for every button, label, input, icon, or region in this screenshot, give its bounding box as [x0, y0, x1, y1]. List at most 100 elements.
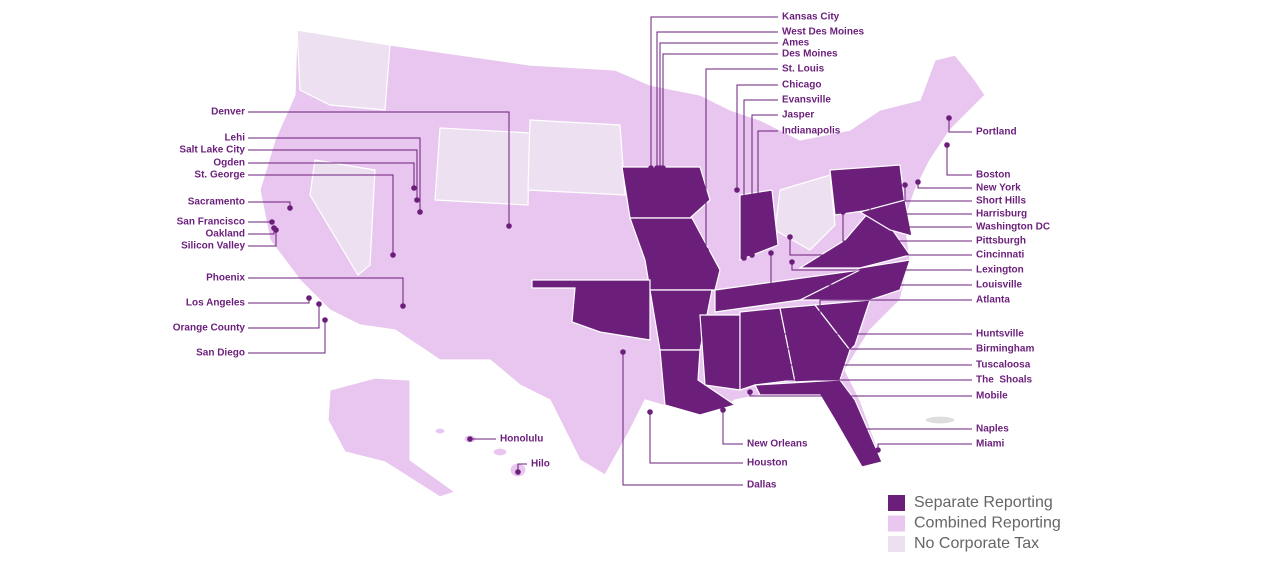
city-dot — [269, 219, 275, 225]
city-dot — [867, 189, 873, 195]
state-separate — [621, 166, 711, 219]
city-label: St. George — [194, 170, 245, 181]
leader-line — [656, 31, 778, 168]
leader-line — [904, 185, 972, 202]
state-separate — [714, 269, 861, 313]
state-separate — [754, 379, 883, 468]
city-label: Los Angeles — [186, 298, 246, 309]
leader-line — [705, 68, 778, 250]
leader-line — [948, 118, 972, 133]
leader-line — [248, 111, 510, 226]
leader-line — [722, 410, 743, 445]
leader-line — [757, 130, 778, 215]
city-dot — [400, 303, 406, 309]
city-dot — [946, 115, 952, 121]
city-label: Jasper — [782, 110, 814, 121]
city-label: Naples — [976, 424, 1009, 435]
legend-swatch — [888, 495, 905, 511]
state-separate — [813, 299, 871, 351]
us-map — [259, 29, 986, 498]
alaska — [327, 377, 457, 498]
state-no-tax — [527, 119, 626, 196]
city-dot — [741, 255, 747, 261]
leader-line — [622, 352, 743, 486]
state-separate — [739, 189, 779, 261]
city-label: Orange County — [173, 323, 246, 334]
city-dot — [411, 185, 417, 191]
city-dot — [757, 332, 763, 338]
city-label: Mobile — [976, 391, 1008, 402]
leader-line — [248, 298, 310, 304]
state-no-tax — [434, 127, 531, 206]
city-label: Miami — [976, 439, 1005, 450]
city-label: New Orleans — [747, 439, 808, 450]
city-label: Indianapolis — [782, 126, 841, 137]
city-label: Harrisburg — [976, 209, 1027, 220]
leader-line — [759, 335, 972, 350]
leader-line — [248, 304, 320, 329]
leader-line — [751, 114, 778, 255]
city-label: Phoenix — [206, 273, 245, 284]
city-label: Denver — [211, 107, 245, 118]
city-dot — [703, 247, 709, 253]
city-label: Silicon Valley — [181, 241, 245, 252]
city-dot — [273, 227, 279, 233]
city-label: San Diego — [196, 348, 245, 359]
city-label: Cincinnati — [976, 250, 1025, 261]
leader-line — [747, 340, 972, 366]
city-dot — [755, 212, 761, 218]
city-dot — [648, 165, 654, 171]
state-no-tax — [296, 29, 391, 111]
city-label: Tuscaloosa — [976, 360, 1031, 371]
leader-line — [917, 182, 972, 189]
city-label: West Des Moines — [782, 27, 864, 38]
city-dot — [875, 447, 881, 453]
leader-line — [248, 149, 418, 200]
city-label: The Shoals — [976, 375, 1033, 386]
city-label: Evansville — [782, 95, 831, 106]
city-label: Washington DC — [976, 222, 1050, 233]
city-dot — [747, 389, 753, 395]
leader-line — [854, 428, 972, 440]
city-label: Ames — [782, 38, 810, 49]
city-label: Pittsburgh — [976, 236, 1026, 247]
city-label: Louisville — [976, 280, 1023, 291]
city-dot — [414, 197, 420, 203]
leader-line — [248, 277, 404, 306]
city-dot — [734, 187, 740, 193]
leader-line — [754, 320, 972, 335]
city-dot — [789, 259, 795, 265]
city-label: Kansas City — [782, 12, 840, 23]
city-label: Lexington — [976, 265, 1024, 276]
city-dot — [390, 252, 396, 258]
city-dot — [915, 179, 921, 185]
city-dot — [743, 313, 749, 319]
city-label: Short Hills — [976, 196, 1026, 207]
city-label: Boston — [976, 170, 1010, 181]
city-label: St. Louis — [782, 64, 825, 75]
legend-label: Separate Reporting — [914, 494, 1053, 511]
city-label: Oakland — [206, 229, 245, 240]
state-separate — [659, 349, 737, 416]
city-dot — [840, 209, 846, 215]
leader-line — [248, 162, 415, 188]
city-label: Des Moines — [782, 49, 838, 60]
city-dot — [306, 295, 312, 301]
city-dot — [322, 317, 328, 323]
leader-line — [745, 316, 972, 381]
city-label: Honolulu — [500, 434, 543, 445]
city-dot — [817, 327, 823, 333]
hawaii — [434, 427, 446, 435]
state-no-tax — [309, 159, 376, 276]
leader-line — [842, 212, 972, 242]
city-dot — [852, 437, 858, 443]
city-dot — [515, 469, 521, 475]
leader-line — [789, 237, 972, 256]
leader-line — [659, 42, 778, 168]
leader-line — [649, 412, 743, 464]
city-dot — [467, 436, 473, 442]
city-label: New York — [976, 183, 1021, 194]
city-dot — [944, 142, 950, 148]
leader-line — [877, 443, 972, 450]
city-dot — [620, 349, 626, 355]
